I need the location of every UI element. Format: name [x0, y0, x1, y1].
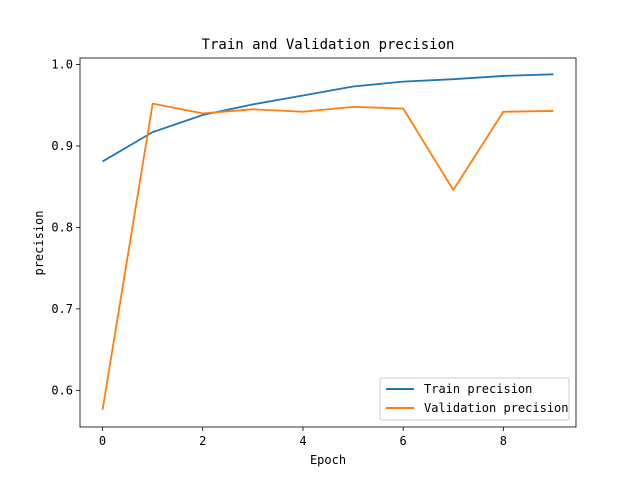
- x-tick-label: 6: [400, 434, 407, 448]
- legend: Train precision Validation precision: [379, 377, 570, 421]
- legend-label-train: Train precision: [424, 382, 532, 396]
- plot-frame: [79, 57, 577, 428]
- series-line-train-precision: [102, 73, 554, 163]
- y-tick-label: 0.8: [51, 220, 73, 234]
- x-tick-label: 8: [500, 434, 507, 448]
- legend-box: [379, 377, 570, 421]
- chart-title: Train and Validation precision: [202, 37, 455, 53]
- y-tick-label: 0.6: [51, 383, 73, 397]
- y-tick-label: 0.7: [51, 302, 73, 316]
- x-axis-title: Epoch: [310, 453, 346, 467]
- y-axis-ticks: 0.6 0.7 0.8 0.9 1.0: [51, 58, 80, 397]
- y-tick-label: 1.0: [51, 58, 73, 72]
- plot-lines: [101, 73, 554, 411]
- x-axis-ticks: 0 2 4 6 8: [99, 427, 507, 448]
- x-tick-label: 2: [199, 434, 206, 448]
- x-tick-label: 4: [299, 434, 306, 448]
- y-axis-title: precision: [32, 210, 46, 275]
- x-tick-label: 0: [99, 434, 106, 448]
- y-tick-label: 0.9: [51, 139, 73, 153]
- series-line-validation-precision: [101, 102, 554, 411]
- legend-label-validation: Validation precision: [424, 401, 569, 415]
